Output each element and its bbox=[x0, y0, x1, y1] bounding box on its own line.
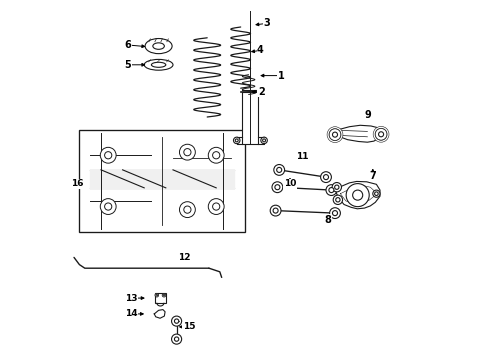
Circle shape bbox=[329, 129, 341, 140]
Circle shape bbox=[329, 129, 341, 140]
Text: 2: 2 bbox=[258, 87, 265, 97]
Circle shape bbox=[184, 149, 191, 156]
Circle shape bbox=[336, 198, 340, 202]
Circle shape bbox=[274, 165, 285, 175]
Text: 1: 1 bbox=[278, 71, 284, 81]
Circle shape bbox=[374, 192, 378, 195]
Text: 10: 10 bbox=[284, 179, 296, 188]
Ellipse shape bbox=[151, 62, 166, 67]
Bar bbox=[155, 293, 166, 303]
Circle shape bbox=[174, 319, 179, 323]
Polygon shape bbox=[154, 310, 165, 318]
Circle shape bbox=[333, 211, 338, 216]
Circle shape bbox=[333, 132, 338, 137]
Circle shape bbox=[172, 316, 182, 326]
Circle shape bbox=[162, 293, 166, 297]
Text: 15: 15 bbox=[183, 323, 196, 331]
Text: 9: 9 bbox=[364, 110, 371, 120]
Circle shape bbox=[373, 126, 389, 142]
Circle shape bbox=[320, 172, 331, 183]
Circle shape bbox=[364, 193, 368, 197]
Text: 11: 11 bbox=[296, 152, 309, 161]
Circle shape bbox=[326, 185, 337, 195]
Circle shape bbox=[273, 208, 278, 213]
Circle shape bbox=[104, 203, 112, 210]
Circle shape bbox=[277, 167, 282, 172]
Circle shape bbox=[347, 193, 352, 197]
Bar bbox=[79, 130, 245, 232]
Bar bbox=[243, 92, 258, 144]
Ellipse shape bbox=[145, 39, 172, 54]
Circle shape bbox=[208, 147, 224, 163]
Circle shape bbox=[373, 190, 380, 197]
Text: 14: 14 bbox=[125, 309, 138, 318]
Circle shape bbox=[233, 137, 240, 144]
Text: 16: 16 bbox=[71, 179, 83, 188]
Circle shape bbox=[330, 208, 341, 219]
Circle shape bbox=[270, 205, 281, 216]
Circle shape bbox=[179, 202, 196, 217]
Circle shape bbox=[360, 200, 364, 204]
Circle shape bbox=[263, 139, 266, 142]
Circle shape bbox=[346, 184, 369, 207]
Circle shape bbox=[235, 139, 238, 142]
Circle shape bbox=[353, 190, 363, 200]
Circle shape bbox=[272, 182, 283, 193]
Circle shape bbox=[323, 175, 328, 180]
Circle shape bbox=[184, 206, 191, 213]
Circle shape bbox=[261, 137, 268, 144]
Circle shape bbox=[174, 337, 179, 341]
Text: 6: 6 bbox=[124, 40, 131, 50]
Circle shape bbox=[351, 186, 356, 190]
Circle shape bbox=[163, 294, 165, 296]
Circle shape bbox=[275, 185, 280, 190]
Circle shape bbox=[375, 129, 387, 140]
Circle shape bbox=[360, 186, 364, 190]
Circle shape bbox=[208, 199, 224, 215]
Circle shape bbox=[335, 185, 339, 189]
Circle shape bbox=[213, 203, 220, 210]
Ellipse shape bbox=[144, 59, 173, 70]
Text: 8: 8 bbox=[324, 215, 331, 225]
Circle shape bbox=[156, 294, 158, 296]
Circle shape bbox=[379, 132, 384, 137]
Circle shape bbox=[155, 293, 159, 297]
Text: 5: 5 bbox=[124, 60, 131, 70]
Circle shape bbox=[329, 188, 334, 193]
Circle shape bbox=[172, 334, 182, 344]
Circle shape bbox=[333, 195, 343, 204]
Circle shape bbox=[351, 200, 356, 204]
Polygon shape bbox=[336, 181, 380, 209]
Circle shape bbox=[179, 144, 196, 160]
Text: 7: 7 bbox=[369, 171, 376, 181]
Ellipse shape bbox=[153, 43, 164, 49]
Circle shape bbox=[327, 127, 343, 143]
Circle shape bbox=[332, 183, 342, 192]
Circle shape bbox=[375, 129, 387, 140]
Circle shape bbox=[104, 152, 112, 159]
Circle shape bbox=[100, 147, 116, 163]
Text: 4: 4 bbox=[257, 45, 264, 55]
Text: 13: 13 bbox=[125, 294, 138, 302]
Text: 3: 3 bbox=[263, 18, 270, 28]
Text: 12: 12 bbox=[177, 253, 190, 262]
Circle shape bbox=[213, 152, 220, 159]
Polygon shape bbox=[333, 125, 383, 142]
Circle shape bbox=[100, 199, 116, 215]
